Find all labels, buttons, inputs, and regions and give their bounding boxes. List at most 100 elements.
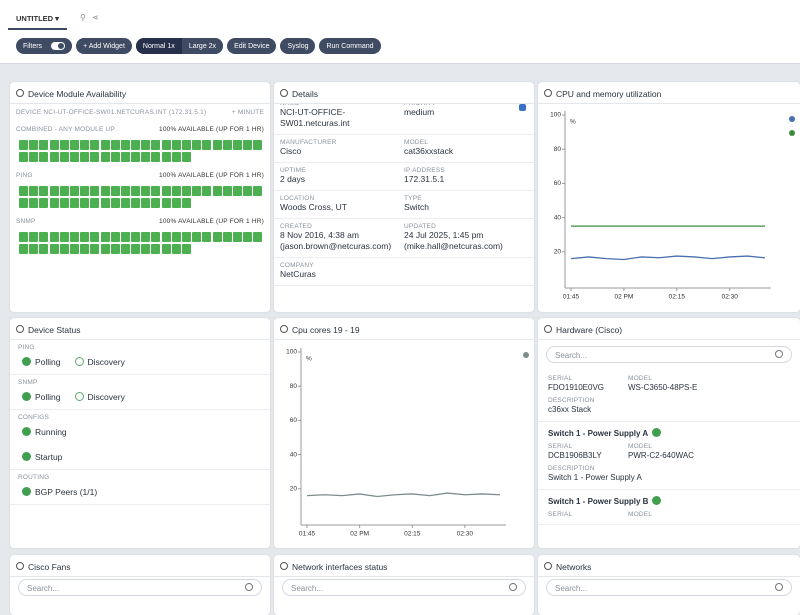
- settings-icon[interactable]: [519, 104, 526, 111]
- large-size-button[interactable]: Large 2x: [181, 38, 224, 54]
- x-tick-label: 02:15: [669, 294, 686, 301]
- search-box[interactable]: Search...: [546, 346, 792, 363]
- hardware-entry: Switch 1 - Power Supply A SERIAL DCB1906B3…: [538, 422, 800, 490]
- ok-icon: [652, 428, 662, 437]
- x-tick-label: 02:15: [404, 531, 421, 538]
- availability-cell: [171, 186, 181, 196]
- widget-title: Cpu cores 19 - 19: [274, 318, 534, 340]
- availability-cell: [59, 198, 69, 208]
- availability-cell: [232, 186, 242, 196]
- availability-row: PING 100% AVAILABLE (UP FOR 1 HR): [10, 170, 270, 216]
- availability-cell: [19, 186, 28, 196]
- x-tick-label: 02:30: [722, 294, 739, 301]
- availability-cell: [253, 186, 263, 196]
- field-value: 24 Jul 2025, 1:45 pm: [404, 230, 484, 240]
- status-icon: [22, 487, 31, 496]
- top-bar: UNTITLED ▾ ⚲ ⋖ Filters + Add Widget Normal…: [0, 0, 800, 64]
- availability-cell: [222, 232, 232, 242]
- hardware-entry: SERIAL FDO1910E0VG MODEL WS-C3650-48PS-E DES…: [538, 369, 800, 422]
- availability-strip: [16, 183, 264, 196]
- ok-icon: [652, 496, 662, 505]
- module-label: SNMP: [16, 218, 36, 225]
- availability-cell: [49, 140, 59, 150]
- share-icon[interactable]: ⋖: [92, 13, 99, 22]
- entry-field: DESCRIPTION Switch 1 - Power Supply A: [548, 465, 790, 483]
- legend-marker[interactable]: [789, 130, 795, 136]
- chart: % 20 40 60 80 100 01:45 02 PM 02:15 02:30: [550, 111, 795, 301]
- field-value: 172.31.5.1: [404, 174, 445, 184]
- y-tick-label: 20: [554, 249, 562, 256]
- availability-cell: [141, 152, 151, 162]
- availability-cell: [232, 140, 242, 150]
- toolbar: Filters + Add Widget Normal 1x Large 2x Edit…: [16, 38, 381, 54]
- status-item: Polling: [22, 357, 61, 368]
- normal-size-button[interactable]: Normal 1x: [135, 38, 182, 54]
- entry-field: MODEL: [628, 511, 748, 518]
- details-field: IP ADDRESS 172.31.5.1: [404, 167, 528, 185]
- availability-cell: [171, 198, 181, 208]
- details-field: UPDATED 24 Jul 2025, 1:45 pm (mike.hall@ne…: [404, 223, 528, 252]
- availability-cell: [182, 186, 191, 196]
- interval[interactable]: + MINUTE: [231, 109, 264, 116]
- availability-cell: [100, 244, 110, 254]
- availability-cell: [120, 152, 130, 162]
- details-field: NAMENCI-UT-OFFICE-SW01.netcuras.int: [280, 104, 404, 129]
- run-command-button[interactable]: Run Command: [319, 38, 381, 54]
- pin-icon[interactable]: ⚲: [80, 13, 86, 22]
- availability-cell: [110, 244, 120, 254]
- field-value: FDO1910E0VG: [548, 383, 605, 392]
- availability-cell: [243, 186, 253, 196]
- availability-status: 100% AVAILABLE (UP FOR 1 HR): [159, 218, 264, 225]
- availability-cell: [100, 186, 110, 196]
- entry-field: SERIAL: [548, 511, 628, 518]
- search-box[interactable]: Search...: [546, 579, 792, 596]
- availability-strip: [16, 241, 264, 254]
- field-author: (mike.hall@netcuras.com): [404, 241, 503, 251]
- widget-body: Search...: [10, 577, 270, 615]
- y-tick-label: 20: [290, 486, 298, 493]
- availability-strip: [16, 149, 264, 162]
- availability-cell: [182, 198, 191, 208]
- status-icon: [22, 427, 31, 436]
- status-group: ROUTING BGP Peers (1/1): [10, 470, 270, 505]
- availability-cell: [131, 152, 141, 162]
- x-tick-label: 02 PM: [615, 294, 634, 301]
- availability-status: 100% AVAILABLE (UP FOR 1 HR): [159, 172, 264, 179]
- availability-cell: [49, 232, 59, 242]
- availability-cell: [39, 186, 49, 196]
- availability-cell: [69, 198, 79, 208]
- tab[interactable]: UNTITLED ▾: [8, 8, 67, 30]
- availability-cell: [29, 244, 39, 254]
- legend-marker[interactable]: [523, 352, 529, 358]
- availability-cell: [80, 140, 90, 150]
- data-line: [306, 492, 501, 498]
- availability-cell: [131, 186, 141, 196]
- status-group: SNMP Polling Discovery: [10, 375, 270, 410]
- status-items: Polling Discovery: [18, 351, 262, 370]
- entry-grid: SERIAL FDO1910E0VG MODEL WS-C3650-48PS-E: [548, 375, 790, 393]
- x-tick-label: 01:45: [299, 531, 316, 538]
- legend-marker[interactable]: [789, 116, 795, 122]
- search-box[interactable]: Search...: [18, 579, 262, 596]
- availability-cell: [131, 198, 141, 208]
- filters-button[interactable]: Filters: [16, 38, 73, 54]
- availability-cell: [222, 186, 232, 196]
- widget-title: Networks: [538, 555, 800, 577]
- add-widget-button[interactable]: + Add Widget: [76, 38, 132, 54]
- availability-cell: [151, 186, 161, 196]
- edit-device-button[interactable]: Edit Device: [227, 38, 277, 54]
- y-axis-label: %: [570, 119, 576, 126]
- search-box[interactable]: Search...: [282, 579, 526, 596]
- availability-cell: [19, 140, 28, 150]
- availability-row: SNMP 100% AVAILABLE (UP FOR 1 HR): [10, 216, 270, 262]
- field-label: UPDATED: [404, 223, 436, 230]
- button-label: Filters: [23, 42, 43, 50]
- toggle[interactable]: [51, 42, 66, 50]
- module-label: PING: [16, 172, 33, 179]
- heading-text: Switch 1 - Power Supply A: [548, 429, 649, 438]
- syslog-button[interactable]: Syslog: [280, 38, 316, 54]
- field-value: Switch 1 - Power Supply A: [548, 473, 642, 482]
- availability-cell: [161, 198, 171, 208]
- field-label: NAME: [280, 104, 404, 107]
- status-group: CONFIGS Running Startup: [10, 410, 270, 470]
